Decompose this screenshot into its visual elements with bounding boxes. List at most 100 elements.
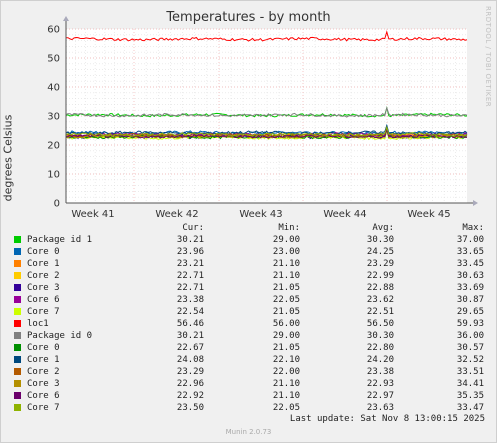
- y-tick-label: 40: [47, 83, 60, 94]
- legend-value-cur: 22.54: [176, 307, 204, 317]
- y-axis-arrow-icon: [63, 16, 69, 21]
- legend-series-name: Package id 1: [27, 235, 93, 245]
- legend-swatch: [14, 248, 21, 255]
- legend-value-max: 29.65: [456, 307, 484, 317]
- legend-value-avg: 22.99: [366, 271, 394, 281]
- legend-value-min: 22.05: [272, 295, 300, 305]
- legend-swatch: [14, 308, 21, 315]
- x-tick-label: Week 41: [71, 209, 114, 220]
- legend-value-avg: 23.63: [366, 403, 394, 413]
- legend-value-min: 23.00: [272, 247, 300, 257]
- legend-series-name: Core 2: [27, 367, 60, 377]
- legend-swatch: [14, 368, 21, 375]
- legend-swatch: [14, 332, 21, 339]
- rrdtool-watermark: RRDTOOL / TOBI OETIKER: [484, 6, 492, 108]
- legend-swatch: [14, 284, 21, 291]
- legend-value-max: 30.63: [456, 271, 484, 281]
- legend-value-avg: 24.20: [366, 355, 394, 365]
- legend-value-cur: 22.96: [176, 379, 204, 389]
- legend-swatch: [14, 296, 21, 303]
- y-tick-label: 20: [47, 141, 60, 152]
- legend-value-min: 22.05: [272, 403, 300, 413]
- legend-row: Package id 0 30.21 29.00 30.30 36.00: [12, 330, 492, 342]
- legend-value-avg: 23.29: [366, 259, 394, 269]
- legend-series-name: Core 3: [27, 283, 60, 293]
- x-tick-label: Week 44: [323, 209, 366, 220]
- legend-value-min: 56.00: [272, 319, 300, 329]
- legend-value-max: 33.51: [456, 367, 484, 377]
- legend-value-max: 34.41: [456, 379, 484, 389]
- legend-header-max: Max:: [462, 223, 484, 233]
- legend-value-min: 21.05: [272, 283, 300, 293]
- legend-value-avg: 22.97: [366, 391, 394, 401]
- legend-value-max: 30.57: [456, 343, 484, 353]
- legend-swatch: [14, 272, 21, 279]
- legend-value-avg: 22.51: [366, 307, 394, 317]
- y-tick-label: 10: [47, 170, 60, 181]
- legend-value-avg: 30.30: [366, 331, 394, 341]
- legend-value-min: 21.05: [272, 343, 300, 353]
- legend-series-name: Core 0: [27, 343, 60, 353]
- legend-value-avg: 30.30: [366, 235, 394, 245]
- legend-row: Package id 1 30.21 29.00 30.30 37.00: [12, 234, 492, 246]
- legend-value-max: 37.00: [456, 235, 484, 245]
- legend-value-cur: 23.96: [176, 247, 204, 257]
- legend-swatch: [14, 320, 21, 327]
- series-line: [65, 106, 468, 118]
- legend-series-name: Core 7: [27, 307, 60, 317]
- legend-row: Core 0 22.67 21.05 22.80 30.57: [12, 342, 492, 354]
- last-update: Last update: Sat Nov 8 13:00:15 2025: [289, 414, 485, 424]
- legend-value-avg: 22.93: [366, 379, 394, 389]
- legend-swatch: [14, 392, 21, 399]
- munin-version: Munin 2.0.73: [225, 428, 272, 436]
- legend-row: Core 0 23.96 23.00 24.25 33.65: [12, 246, 492, 258]
- legend-value-cur: 22.92: [176, 391, 204, 401]
- legend-value-max: 35.35: [456, 391, 484, 401]
- legend-row: Core 3 22.71 21.05 22.88 33.69: [12, 282, 492, 294]
- legend-value-max: 33.47: [456, 403, 484, 413]
- x-tick-label: Week 45: [407, 209, 450, 220]
- legend-value-min: 21.10: [272, 391, 300, 401]
- legend-value-cur: 23.21: [176, 259, 204, 269]
- legend-series-name: Core 3: [27, 379, 60, 389]
- legend-value-avg: 23.62: [366, 295, 394, 305]
- legend-value-cur: 23.38: [176, 295, 204, 305]
- legend-series-name: loc1: [27, 319, 49, 329]
- legend-header-min: Min:: [278, 223, 300, 233]
- legend-value-min: 29.00: [272, 235, 300, 245]
- legend: Cur: Min: Avg: Max: Package id 1 30.21 29.…: [12, 222, 492, 414]
- legend-value-cur: 22.67: [176, 343, 204, 353]
- x-axis-arrow-icon: [473, 200, 478, 206]
- legend-series-name: Core 7: [27, 403, 60, 413]
- legend-row: Core 3 22.96 21.10 22.93 34.41: [12, 378, 492, 390]
- legend-row: Core 7 23.50 22.05 23.63 33.47: [12, 402, 492, 414]
- series-line: [65, 125, 468, 137]
- legend-row: Core 7 22.54 21.05 22.51 29.65: [12, 306, 492, 318]
- legend-header-avg: Avg:: [372, 223, 394, 233]
- legend-value-cur: 30.21: [176, 331, 204, 341]
- legend-series-name: Core 1: [27, 355, 60, 365]
- legend-value-cur: 23.29: [176, 367, 204, 377]
- legend-value-min: 22.00: [272, 367, 300, 377]
- legend-value-max: 32.52: [456, 355, 484, 365]
- legend-value-min: 21.10: [272, 271, 300, 281]
- legend-header-cur: Cur:: [182, 223, 204, 233]
- x-tick-label: Week 43: [239, 209, 282, 220]
- series-line: [65, 127, 467, 139]
- legend-value-cur: 56.46: [176, 319, 204, 329]
- legend-value-cur: 30.21: [176, 235, 204, 245]
- legend-swatch: [14, 344, 21, 351]
- legend-value-avg: 24.25: [366, 247, 394, 257]
- legend-value-avg: 23.38: [366, 367, 394, 377]
- y-tick-label: 50: [47, 54, 60, 65]
- legend-value-avg: 22.88: [366, 283, 394, 293]
- y-tick-label: 30: [47, 112, 60, 123]
- legend-value-avg: 56.50: [366, 319, 394, 329]
- legend-series-name: Core 6: [27, 295, 60, 305]
- legend-swatch: [14, 356, 21, 363]
- legend-value-max: 33.65: [456, 247, 484, 257]
- legend-value-cur: 22.71: [176, 283, 204, 293]
- legend-value-min: 21.10: [272, 259, 300, 269]
- series-line: [65, 126, 468, 138]
- series-line: [65, 30, 468, 42]
